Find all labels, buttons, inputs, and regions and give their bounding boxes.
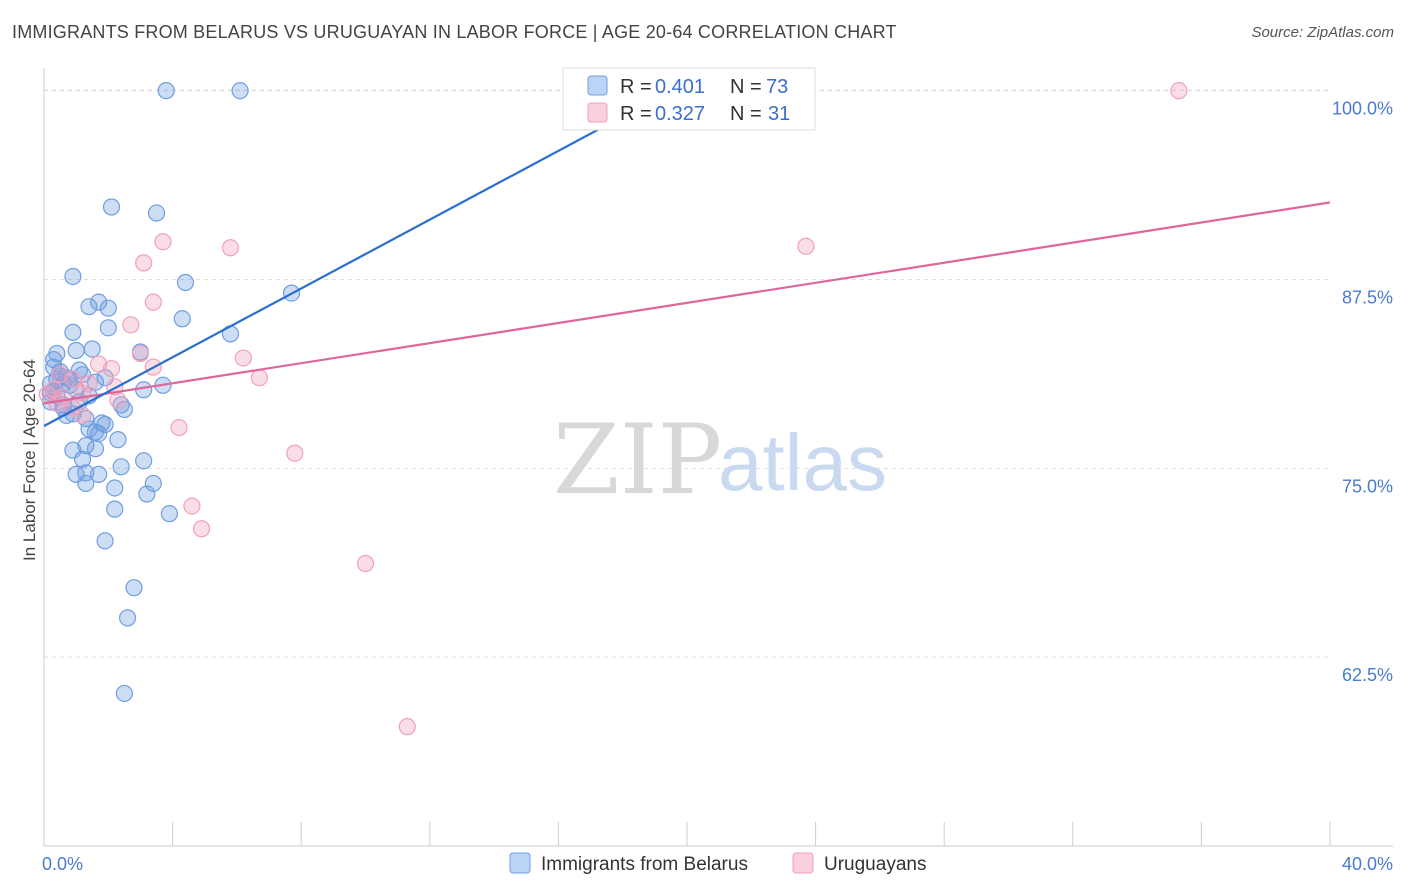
y-tick-labels: 62.5% 75.0% 87.5% 100.0%	[1332, 99, 1393, 686]
data-point-belarus	[106, 479, 124, 497]
data-point-uruguayans	[38, 385, 56, 403]
legend-n-label-blue: N =	[730, 76, 762, 98]
data-point-uruguayans	[250, 369, 269, 387]
watermark: ZIP atlas	[553, 404, 887, 516]
data-point-uruguayans	[398, 718, 416, 736]
data-point-uruguayans	[102, 360, 121, 378]
data-point-belarus	[77, 474, 95, 493]
legend-swatch-pink	[587, 102, 608, 123]
data-point-uruguayans	[64, 370, 82, 388]
data-point-belarus	[48, 344, 66, 363]
y-tick-label: 75.0%	[1342, 476, 1393, 496]
data-point-belarus	[99, 319, 117, 337]
y-tick-label: 62.5%	[1342, 665, 1393, 685]
series-uruguayans-points	[38, 82, 1188, 736]
data-point-belarus	[231, 82, 249, 100]
chart-title: IMMIGRANTS FROM BELARUS VS URUGUAYAN IN …	[12, 22, 897, 42]
data-point-belarus	[173, 310, 191, 328]
x-tick-labels: 0.0% 40.0%	[42, 854, 1393, 874]
data-point-uruguayans	[797, 237, 815, 255]
data-point-belarus	[67, 341, 85, 360]
data-point-uruguayans	[286, 444, 304, 462]
bottom-legend-label-pink: Uruguayans	[824, 854, 926, 875]
data-point-belarus	[102, 198, 121, 216]
data-point-belarus	[112, 458, 130, 476]
data-point-belarus	[115, 400, 133, 419]
axes	[43, 68, 1393, 847]
legend-n-value-pink: 31	[768, 103, 790, 125]
trendline-uruguayans	[43, 201, 1331, 405]
x-tick-label-max: 40.0%	[1342, 854, 1393, 874]
data-point-belarus	[80, 298, 98, 316]
data-point-belarus	[138, 485, 156, 503]
data-point-belarus	[160, 505, 178, 523]
bottom-legend-swatch-pink	[792, 852, 814, 874]
source-label: Source: ZipAtlas.com	[1251, 24, 1394, 41]
data-point-uruguayans	[73, 406, 92, 425]
legend-r-value-pink: 0.327	[655, 103, 705, 125]
trendline-belarus	[43, 89, 672, 428]
legend-r-label-pink: R =	[620, 103, 652, 125]
data-point-belarus	[96, 532, 114, 550]
data-point-belarus	[96, 415, 114, 434]
legend-n-label-pink: N =	[730, 103, 762, 125]
data-point-uruguayans	[221, 239, 240, 257]
data-point-belarus	[147, 204, 166, 222]
trendlines	[43, 89, 1331, 428]
data-point-belarus	[176, 273, 195, 292]
x-tick-label-min: 0.0%	[42, 854, 83, 874]
legend-r-label-blue: R =	[620, 76, 652, 98]
data-point-belarus	[109, 431, 127, 449]
data-point-belarus	[86, 440, 105, 458]
data-point-belarus	[90, 424, 108, 443]
data-point-uruguayans	[1170, 82, 1188, 100]
data-point-uruguayans	[80, 375, 98, 393]
data-point-belarus	[144, 474, 162, 493]
data-point-uruguayans	[90, 355, 108, 373]
data-point-belarus	[73, 450, 92, 468]
y-tick-label: 87.5%	[1342, 287, 1393, 307]
data-point-belarus	[90, 293, 108, 311]
data-point-belarus	[83, 340, 101, 358]
data-point-belarus	[125, 579, 143, 597]
data-point-uruguayans	[192, 520, 211, 538]
data-point-belarus	[157, 82, 175, 100]
stats-legend: R = 0.401 N = 73 R = 0.327 N = 31	[562, 67, 816, 131]
data-point-uruguayans	[154, 233, 172, 251]
data-point-uruguayans	[170, 418, 188, 437]
data-point-belarus	[118, 609, 137, 627]
data-point-uruguayans	[144, 293, 162, 311]
data-point-belarus	[135, 452, 153, 470]
data-point-uruguayans	[183, 497, 201, 515]
data-point-belarus	[70, 361, 88, 379]
data-point-belarus	[106, 500, 124, 518]
data-point-uruguayans	[356, 554, 375, 573]
data-point-uruguayans	[51, 366, 69, 384]
data-point-belarus	[90, 465, 108, 483]
y-tick-label: 100.0%	[1332, 99, 1393, 119]
data-point-belarus	[77, 437, 95, 455]
data-point-belarus	[64, 323, 82, 341]
series-legend: Immigrants from Belarus Uruguayans	[509, 852, 926, 875]
watermark-atlas: atlas	[718, 418, 887, 507]
data-point-belarus	[77, 409, 95, 428]
data-point-uruguayans	[131, 344, 150, 363]
watermark-zip: ZIP	[553, 404, 722, 516]
data-point-uruguayans	[122, 316, 140, 334]
legend-swatch-blue	[587, 75, 608, 96]
data-point-belarus	[115, 684, 133, 703]
data-point-belarus	[99, 299, 117, 317]
bottom-legend-label-blue: Immigrants from Belarus	[541, 854, 748, 875]
legend-r-value-blue: 0.401	[655, 76, 705, 98]
data-point-belarus	[64, 267, 82, 286]
data-point-uruguayans	[234, 349, 252, 367]
legend-n-value-blue: 73	[766, 76, 788, 98]
data-point-uruguayans	[135, 254, 153, 272]
bottom-legend-swatch-blue	[509, 852, 531, 874]
data-point-uruguayans	[109, 391, 127, 409]
